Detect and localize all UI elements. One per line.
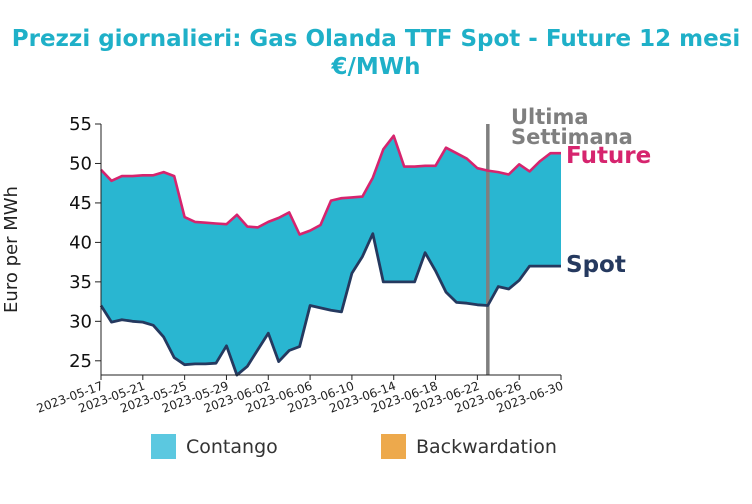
future-line [100,134,561,236]
y-tick-label: 30 [69,311,92,332]
legend-swatch-backwardation [381,434,406,459]
y-tick-label: 40 [69,232,92,253]
chart-title: Prezzi giornalieri: Gas Olanda TTF Spot … [12,26,741,52]
y-axis-label: Euro per MWh [1,186,22,313]
chart-subtitle: €/MWh [330,54,420,80]
y-tick-label: 45 [69,193,92,214]
legend-swatch-contango [151,434,176,459]
x-ticks: 2023-05-172023-05-212023-05-252023-05-29… [35,375,565,416]
spot-series-label: Spot [566,252,626,278]
legend-label-backwardation: Backwardation [416,436,557,458]
y-tick-label: 55 [69,114,92,135]
future-series-label: Future [566,143,651,169]
legend-label-contango: Contango [186,436,278,458]
y-ticks: 25 30 35 40 45 50 55 [69,114,101,372]
annotation-line2: Settimana [511,125,633,149]
spot-line [99,232,561,377]
y-tick-label: 25 [69,351,92,372]
contango-area [101,135,561,375]
plot-area: 25 30 35 40 45 50 55 2023-05-172023-05-212023-… [35,114,565,416]
y-tick-label: 50 [69,153,92,174]
y-tick-label: 35 [69,272,92,293]
annotation-line1: Ultima [511,105,589,129]
legend: Contango Backwardation [151,434,557,459]
